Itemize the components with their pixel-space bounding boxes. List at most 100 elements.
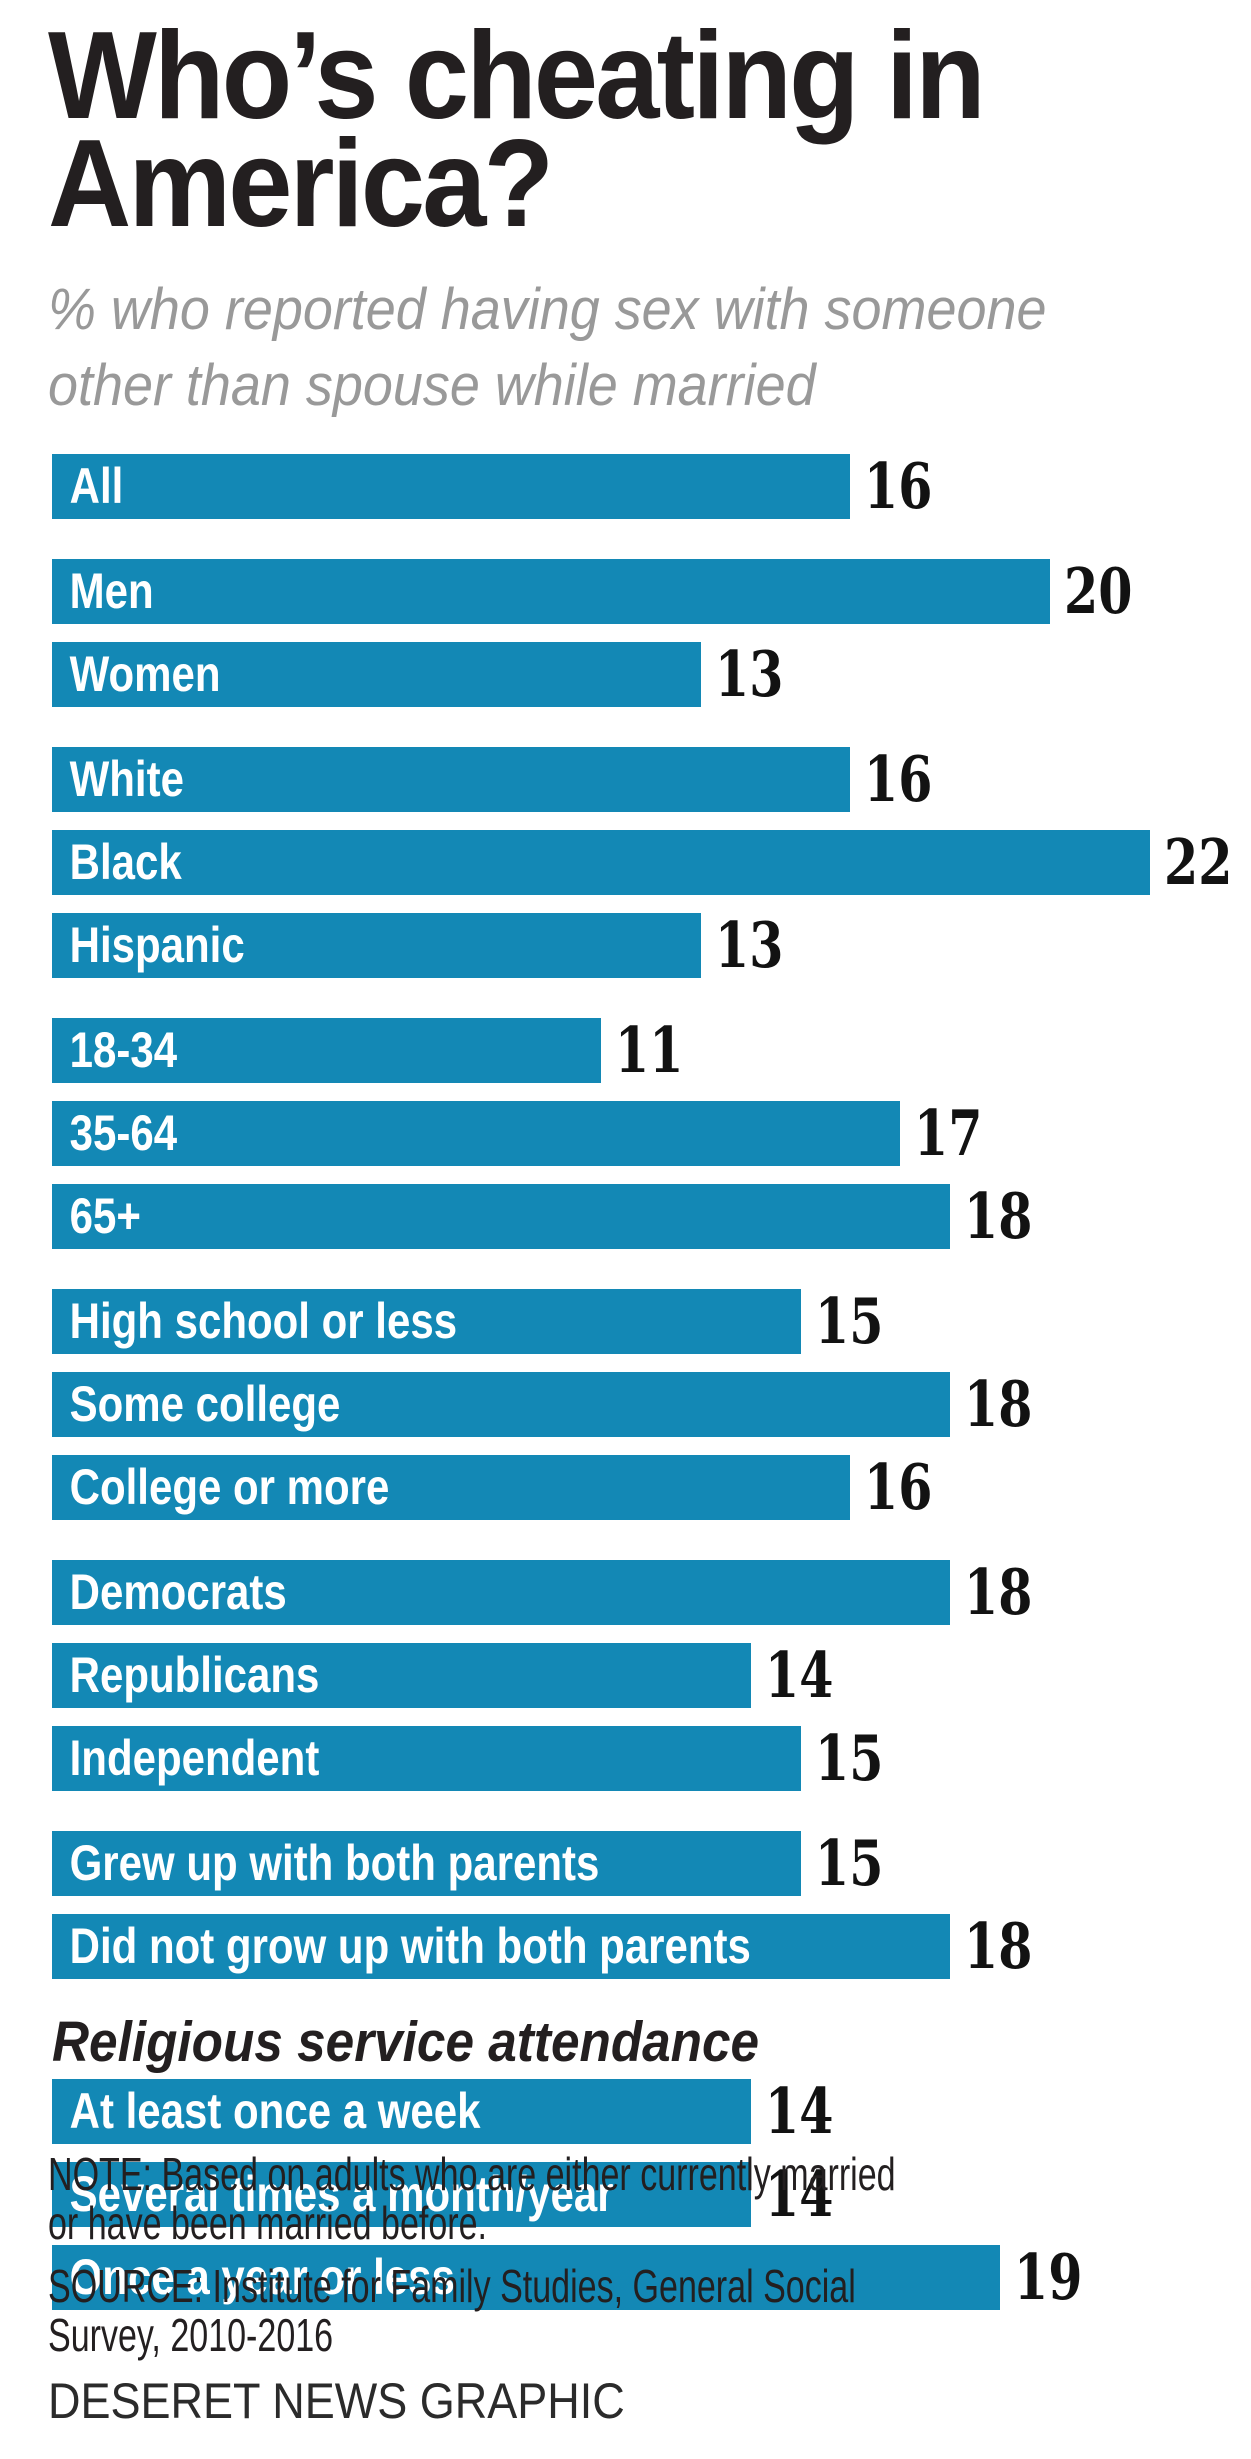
- bar-label: College or more: [69, 1459, 390, 1515]
- bar: Women: [52, 641, 701, 707]
- bar: Grew up with both parents: [52, 1830, 801, 1896]
- credit-text: DESERET NEWS GRAPHIC: [48, 2373, 625, 2429]
- bar-value: 14: [765, 2157, 834, 2231]
- bar-label: High school or less: [69, 1293, 458, 1349]
- bar-label: Black: [69, 834, 182, 890]
- bar: Republicans: [52, 1642, 751, 1708]
- bar: Democrats: [52, 1559, 950, 1625]
- bar: Independent: [52, 1725, 801, 1791]
- bar: Some college: [52, 1371, 950, 1437]
- bar-row: Did not grow up with both parents 18: [52, 1909, 1251, 1983]
- bar-value: 20: [1064, 554, 1133, 628]
- bar-label: Did not grow up with both parents: [69, 1918, 751, 1974]
- title-line-2: America?: [48, 115, 554, 253]
- bar-row: Women 13: [52, 637, 1251, 711]
- bar-row: Several times a month/year 14: [52, 2157, 1251, 2231]
- bar-row: Hispanic 13: [52, 908, 1251, 982]
- bar-row: Grew up with both parents 15: [52, 1826, 1251, 1900]
- bar-group: Men 20 Women 13: [52, 554, 1251, 711]
- bar-row: High school or less 15: [52, 1284, 1251, 1358]
- bar-group: 18-34 11 35-64 17 65+ 18: [52, 1013, 1251, 1253]
- chart-subtitle: % who reported having sex with someone o…: [48, 272, 1046, 424]
- bar-group: At least once a week 14 Several times a mo…: [52, 2074, 1251, 2314]
- bar-value: 15: [815, 1284, 884, 1358]
- section-header: Religious service attendance: [52, 2010, 760, 2074]
- bar-row: 35-64 17: [52, 1096, 1251, 1170]
- bar-value: 16: [864, 449, 933, 523]
- bar: Hispanic: [52, 912, 701, 978]
- bar-value: 14: [765, 1638, 834, 1712]
- bar-group: High school or less 15 Some college 18 Colle…: [52, 1284, 1251, 1524]
- bar-value: 19: [1014, 2240, 1083, 2314]
- subtitle-line-2: other than spouse while married: [48, 353, 816, 418]
- bar-group: Democrats 18 Republicans 14 Independent 15: [52, 1555, 1251, 1795]
- bar-row: Republicans 14: [52, 1638, 1251, 1712]
- source-line-2: Survey, 2010-2016: [48, 2309, 334, 2361]
- bar-row: Once a year or less 19: [52, 2240, 1251, 2314]
- bar: 35-64: [52, 1100, 900, 1166]
- bar-label: White: [69, 751, 184, 807]
- bar-label: 18-34: [69, 1022, 178, 1078]
- bar-label: All: [69, 458, 124, 514]
- bar-label: Some college: [69, 1376, 341, 1432]
- bar-value: 18: [964, 1367, 1033, 1441]
- bar-label: Democrats: [69, 1564, 287, 1620]
- bar-value: 22: [1164, 825, 1233, 899]
- bar: All: [52, 453, 850, 519]
- bar-group: White 16 Black 22 Hispanic 13: [52, 742, 1251, 982]
- source-text: SOURCE: Institute for Family Studies, Ge…: [48, 2262, 856, 2360]
- bar-label: 35-64: [69, 1105, 178, 1161]
- bar-label: Women: [69, 646, 221, 702]
- bar-label: Republicans: [69, 1647, 320, 1703]
- bar-value: 11: [615, 1013, 684, 1087]
- bar-value: 18: [964, 1909, 1033, 1983]
- source-line-1: SOURCE: Institute for Family Studies, Ge…: [48, 2260, 856, 2312]
- bar-value: 16: [864, 742, 933, 816]
- subtitle-line-1: % who reported having sex with someone: [48, 277, 1047, 342]
- bar-row: Independent 15: [52, 1721, 1251, 1795]
- bar: Did not grow up with both parents: [52, 1913, 950, 1979]
- bar-row: All 16: [52, 449, 1251, 523]
- bar-value: 18: [964, 1179, 1033, 1253]
- note-line-2: or have been married before.: [48, 2197, 488, 2249]
- bar-value: 16: [864, 1450, 933, 1524]
- bar-label: Men: [69, 563, 154, 619]
- bar: 18-34: [52, 1017, 601, 1083]
- bar-label: Once a year or less: [69, 2249, 455, 2305]
- bar-row: Democrats 18: [52, 1555, 1251, 1629]
- bar: Black: [52, 829, 1150, 895]
- bar-value: 18: [964, 1555, 1033, 1629]
- bar-row: College or more 16: [52, 1450, 1251, 1524]
- bar: High school or less: [52, 1288, 801, 1354]
- bar-row: At least once a week 14: [52, 2074, 1251, 2148]
- bar-label: Several times a month/year: [69, 2166, 614, 2222]
- bar-group: All 16: [52, 449, 1251, 523]
- bar: 65+: [52, 1183, 950, 1249]
- bar-row: White 16: [52, 742, 1251, 816]
- bar-row: 18-34 11: [52, 1013, 1251, 1087]
- bar-group: Grew up with both parents 15 Did not grow …: [52, 1826, 1251, 1983]
- bar: Men: [52, 558, 1050, 624]
- bar-label: Grew up with both parents: [69, 1835, 600, 1891]
- bar-value: 15: [815, 1826, 884, 1900]
- bar: Once a year or less: [52, 2244, 1000, 2310]
- bar-label: Independent: [69, 1730, 320, 1786]
- bar-value: 14: [765, 2074, 834, 2148]
- bar: At least once a week: [52, 2078, 751, 2144]
- bar: White: [52, 746, 850, 812]
- bar-value: 17: [914, 1096, 983, 1170]
- bar-row: Some college 18: [52, 1367, 1251, 1441]
- note-line-1: NOTE: Based on adults who are either cur…: [48, 2148, 896, 2200]
- bar: Several times a month/year: [52, 2161, 751, 2227]
- bar-label: 65+: [69, 1188, 141, 1244]
- bar-value: 13: [715, 637, 784, 711]
- bar-row: Black 22: [52, 825, 1251, 899]
- title-line-1: Who’s cheating in: [48, 7, 986, 145]
- bar-label: Hispanic: [69, 917, 245, 973]
- bar-chart: All 16 Men 20 Women 13 White 16 Black 22 Hispanic 1…: [52, 449, 1251, 2314]
- bar-row: 65+ 18: [52, 1179, 1251, 1253]
- bar-value: 13: [715, 908, 784, 982]
- page-title: Who’s cheating in America?: [48, 7, 986, 253]
- bar-value: 15: [815, 1721, 884, 1795]
